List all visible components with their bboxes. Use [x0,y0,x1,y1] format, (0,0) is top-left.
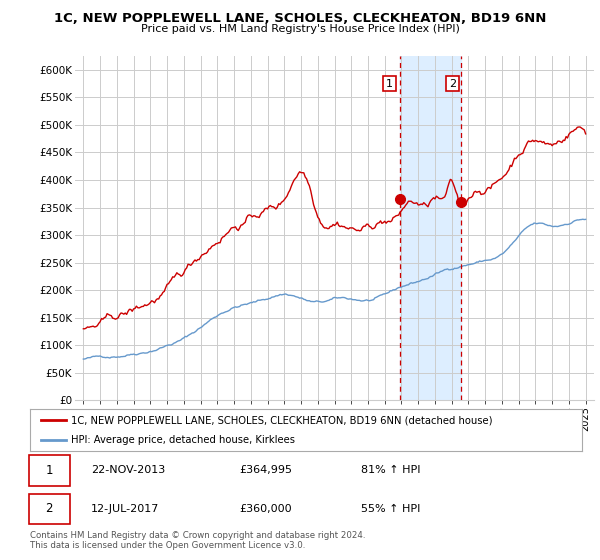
Text: 22-NOV-2013: 22-NOV-2013 [91,465,165,475]
Text: 1: 1 [386,78,393,88]
Text: £360,000: £360,000 [240,504,292,514]
Text: 2: 2 [449,78,456,88]
FancyBboxPatch shape [29,493,70,524]
Text: 1C, NEW POPPLEWELL LANE, SCHOLES, CLECKHEATON, BD19 6NN: 1C, NEW POPPLEWELL LANE, SCHOLES, CLECKH… [54,12,546,25]
Text: 81% ↑ HPI: 81% ↑ HPI [361,465,421,475]
Bar [400,56,461,400]
Text: 1: 1 [46,464,53,477]
Text: Contains HM Land Registry data © Crown copyright and database right 2024.
This d: Contains HM Land Registry data © Crown c… [30,531,365,550]
Text: 55% ↑ HPI: 55% ↑ HPI [361,504,421,514]
Text: HPI: Average price, detached house, Kirklees: HPI: Average price, detached house, Kirk… [71,435,295,445]
Text: 2: 2 [46,502,53,515]
Text: Price paid vs. HM Land Registry's House Price Index (HPI): Price paid vs. HM Land Registry's House … [140,24,460,34]
Text: £364,995: £364,995 [240,465,293,475]
Text: 12-JUL-2017: 12-JUL-2017 [91,504,159,514]
Text: 1C, NEW POPPLEWELL LANE, SCHOLES, CLECKHEATON, BD19 6NN (detached house): 1C, NEW POPPLEWELL LANE, SCHOLES, CLECKH… [71,415,493,425]
FancyBboxPatch shape [29,455,70,486]
